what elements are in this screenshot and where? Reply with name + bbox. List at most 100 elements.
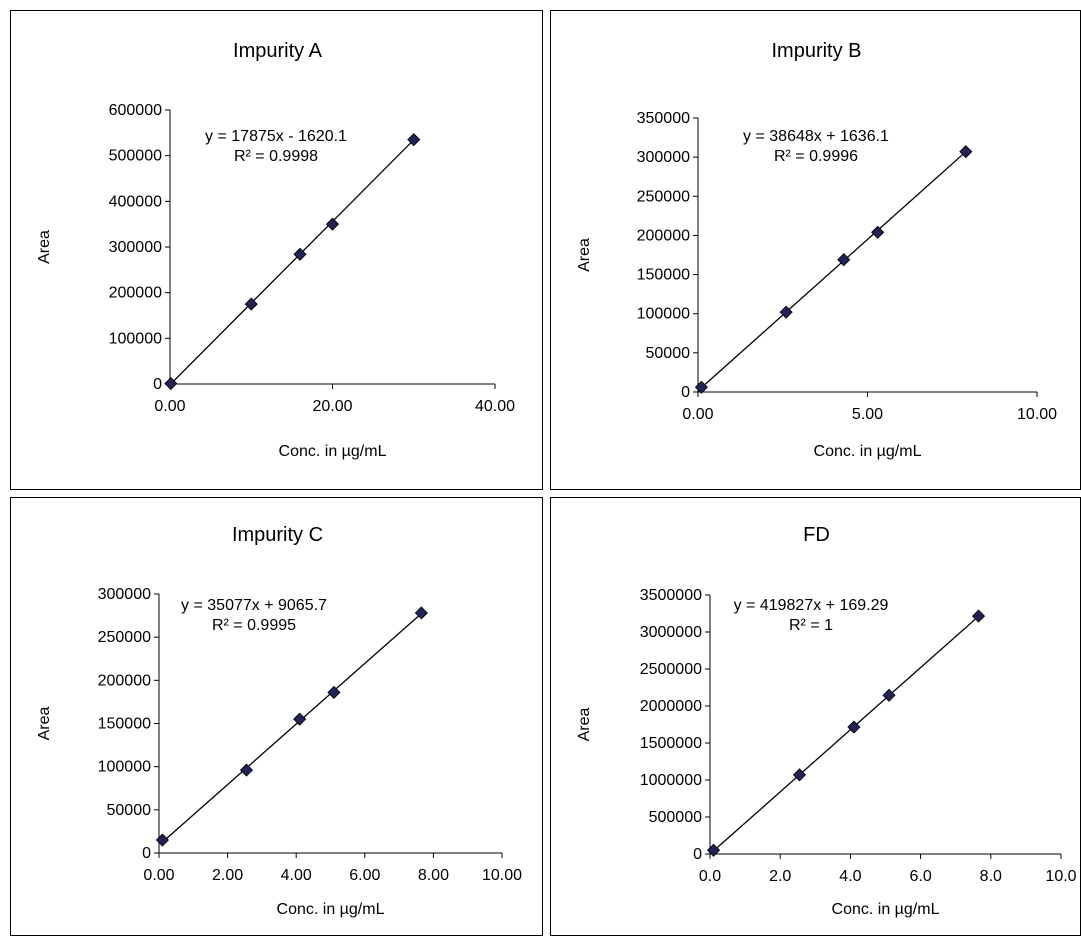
- trendline-equation: y = 35077x + 9065.7: [181, 597, 327, 614]
- y-tick-label: 50000: [646, 345, 691, 362]
- trendline: [713, 615, 979, 852]
- y-axis-label: Area: [576, 708, 593, 742]
- y-tick-label: 200000: [637, 227, 690, 244]
- x-tick-label: 0.00: [154, 398, 185, 415]
- y-tick-label: 300000: [109, 239, 162, 256]
- data-point: [882, 688, 896, 702]
- y-tick-label: 300000: [98, 586, 151, 603]
- trendline-equation: y = 419827x + 169.29: [734, 597, 889, 614]
- trendline-equation: y = 38648x + 1636.1: [743, 128, 889, 145]
- x-tick-label: 2.0: [769, 868, 791, 885]
- x-tick-label: 8.00: [418, 867, 449, 884]
- chart-impurity-a: Impurity A 0 100000 200000 300000 400000 50000…: [36, 40, 515, 460]
- x-tick-label: 5.00: [852, 406, 883, 423]
- chart-title: FD: [803, 524, 830, 546]
- y-tick-label: 3500000: [640, 587, 702, 604]
- chart-fd: FD 0 500000 1000000 1500000 2000000 2500000 300…: [576, 524, 1077, 918]
- chart-impurity-b: Impurity B 0 50000 100000 150000 200000 250000…: [576, 40, 1057, 460]
- y-tick-label: 500000: [649, 809, 702, 826]
- x-tick-label: 10.00: [1017, 406, 1057, 423]
- trendline: [170, 139, 415, 385]
- y-tick-label: 100000: [98, 759, 151, 776]
- r-squared-label: R² = 0.9995: [212, 617, 296, 634]
- x-tick-label: 0.00: [143, 867, 174, 884]
- x-tick-label: 6.0: [909, 868, 931, 885]
- chart-title: Impurity C: [232, 524, 323, 546]
- trendline-equation: y = 17875x - 1620.1: [205, 128, 347, 145]
- y-tick-label: 150000: [98, 716, 151, 733]
- x-axis-label: Conc. in µg/mL: [814, 443, 922, 460]
- data-point: [971, 609, 986, 623]
- y-tick-label: 150000: [637, 267, 690, 284]
- trendline: [700, 151, 967, 389]
- r-squared-label: R² = 0.9996: [774, 148, 858, 165]
- data-point: [407, 133, 421, 147]
- data-point: [327, 685, 341, 699]
- y-tick-label: 1000000: [640, 772, 702, 789]
- data-point: [706, 843, 721, 857]
- data-point: [155, 833, 169, 847]
- y-tick-label: 100000: [637, 306, 690, 323]
- y-tick-label: 50000: [107, 802, 152, 819]
- y-axis-label: Area: [36, 707, 53, 741]
- y-tick-label: 2000000: [640, 698, 702, 715]
- data-point: [694, 380, 708, 394]
- trendline: [161, 613, 422, 843]
- y-tick-label: 350000: [637, 110, 690, 127]
- data-point: [871, 225, 885, 239]
- data-point: [837, 253, 851, 267]
- x-tick-label: 4.00: [281, 867, 312, 884]
- y-tick-label: 0: [153, 376, 162, 393]
- chart-panel-impurity-c: Impurity C 0 50000 100000 150000 200000 250000…: [10, 497, 543, 936]
- x-tick-label: 4.0: [839, 868, 861, 885]
- chart-panel-impurity-b: Impurity B 0 50000 100000 150000 200000 250000…: [550, 10, 1081, 490]
- y-tick-label: 0: [693, 846, 702, 863]
- data-point: [414, 606, 428, 620]
- y-tick-label: 2500000: [640, 661, 702, 678]
- x-axis-label: Conc. in µg/mL: [279, 443, 387, 460]
- y-tick-label: 250000: [98, 629, 151, 646]
- r-squared-label: R² = 1: [789, 617, 833, 634]
- y-tick-label: 200000: [98, 672, 151, 689]
- data-point: [325, 217, 340, 231]
- chart-title: Impurity A: [233, 40, 323, 62]
- y-tick-label: 300000: [637, 149, 690, 166]
- x-tick-label: 0.00: [682, 406, 713, 423]
- data-point: [779, 305, 793, 319]
- y-tick-label: 3000000: [640, 624, 702, 641]
- x-axis-label: Conc. in µg/mL: [277, 901, 385, 918]
- data-point: [239, 763, 254, 777]
- data-point: [847, 720, 861, 734]
- x-tick-label: 6.00: [349, 867, 380, 884]
- data-point: [959, 145, 973, 159]
- x-axis-label: Conc. in µg/mL: [832, 901, 940, 918]
- y-tick-label: 1500000: [640, 735, 702, 752]
- chart-panel-fd: FD 0 500000 1000000 1500000 2000000 2500000 300…: [550, 497, 1081, 936]
- y-tick-label: 0: [142, 845, 151, 862]
- data-point: [244, 297, 258, 311]
- data-point: [293, 712, 307, 726]
- chart-impurity-c: Impurity C 0 50000 100000 150000 200000 250000…: [36, 524, 522, 918]
- data-point: [293, 247, 307, 261]
- x-tick-label: 10.0: [1045, 868, 1076, 885]
- y-axis-label: Area: [576, 238, 593, 272]
- chart-panel-impurity-a: Impurity A 0 100000 200000 300000 400000 50000…: [10, 10, 543, 490]
- y-tick-label: 500000: [109, 148, 162, 165]
- x-tick-label: 8.0: [980, 868, 1002, 885]
- x-tick-label: 10.00: [482, 867, 522, 884]
- x-tick-label: 2.00: [212, 867, 243, 884]
- data-point: [792, 768, 807, 782]
- y-tick-label: 0: [681, 384, 690, 401]
- y-tick-label: 250000: [637, 188, 690, 205]
- x-tick-label: 40.00: [475, 398, 515, 415]
- y-tick-label: 600000: [109, 102, 162, 119]
- r-squared-label: R² = 0.9998: [234, 148, 318, 165]
- y-tick-label: 200000: [109, 285, 162, 302]
- y-tick-label: 400000: [109, 193, 162, 210]
- x-tick-label: 0.0: [699, 868, 721, 885]
- chart-title: Impurity B: [771, 40, 861, 62]
- data-point: [164, 376, 178, 391]
- y-axis-label: Area: [36, 230, 53, 264]
- x-tick-label: 20.00: [312, 398, 352, 415]
- y-tick-label: 100000: [109, 330, 162, 347]
